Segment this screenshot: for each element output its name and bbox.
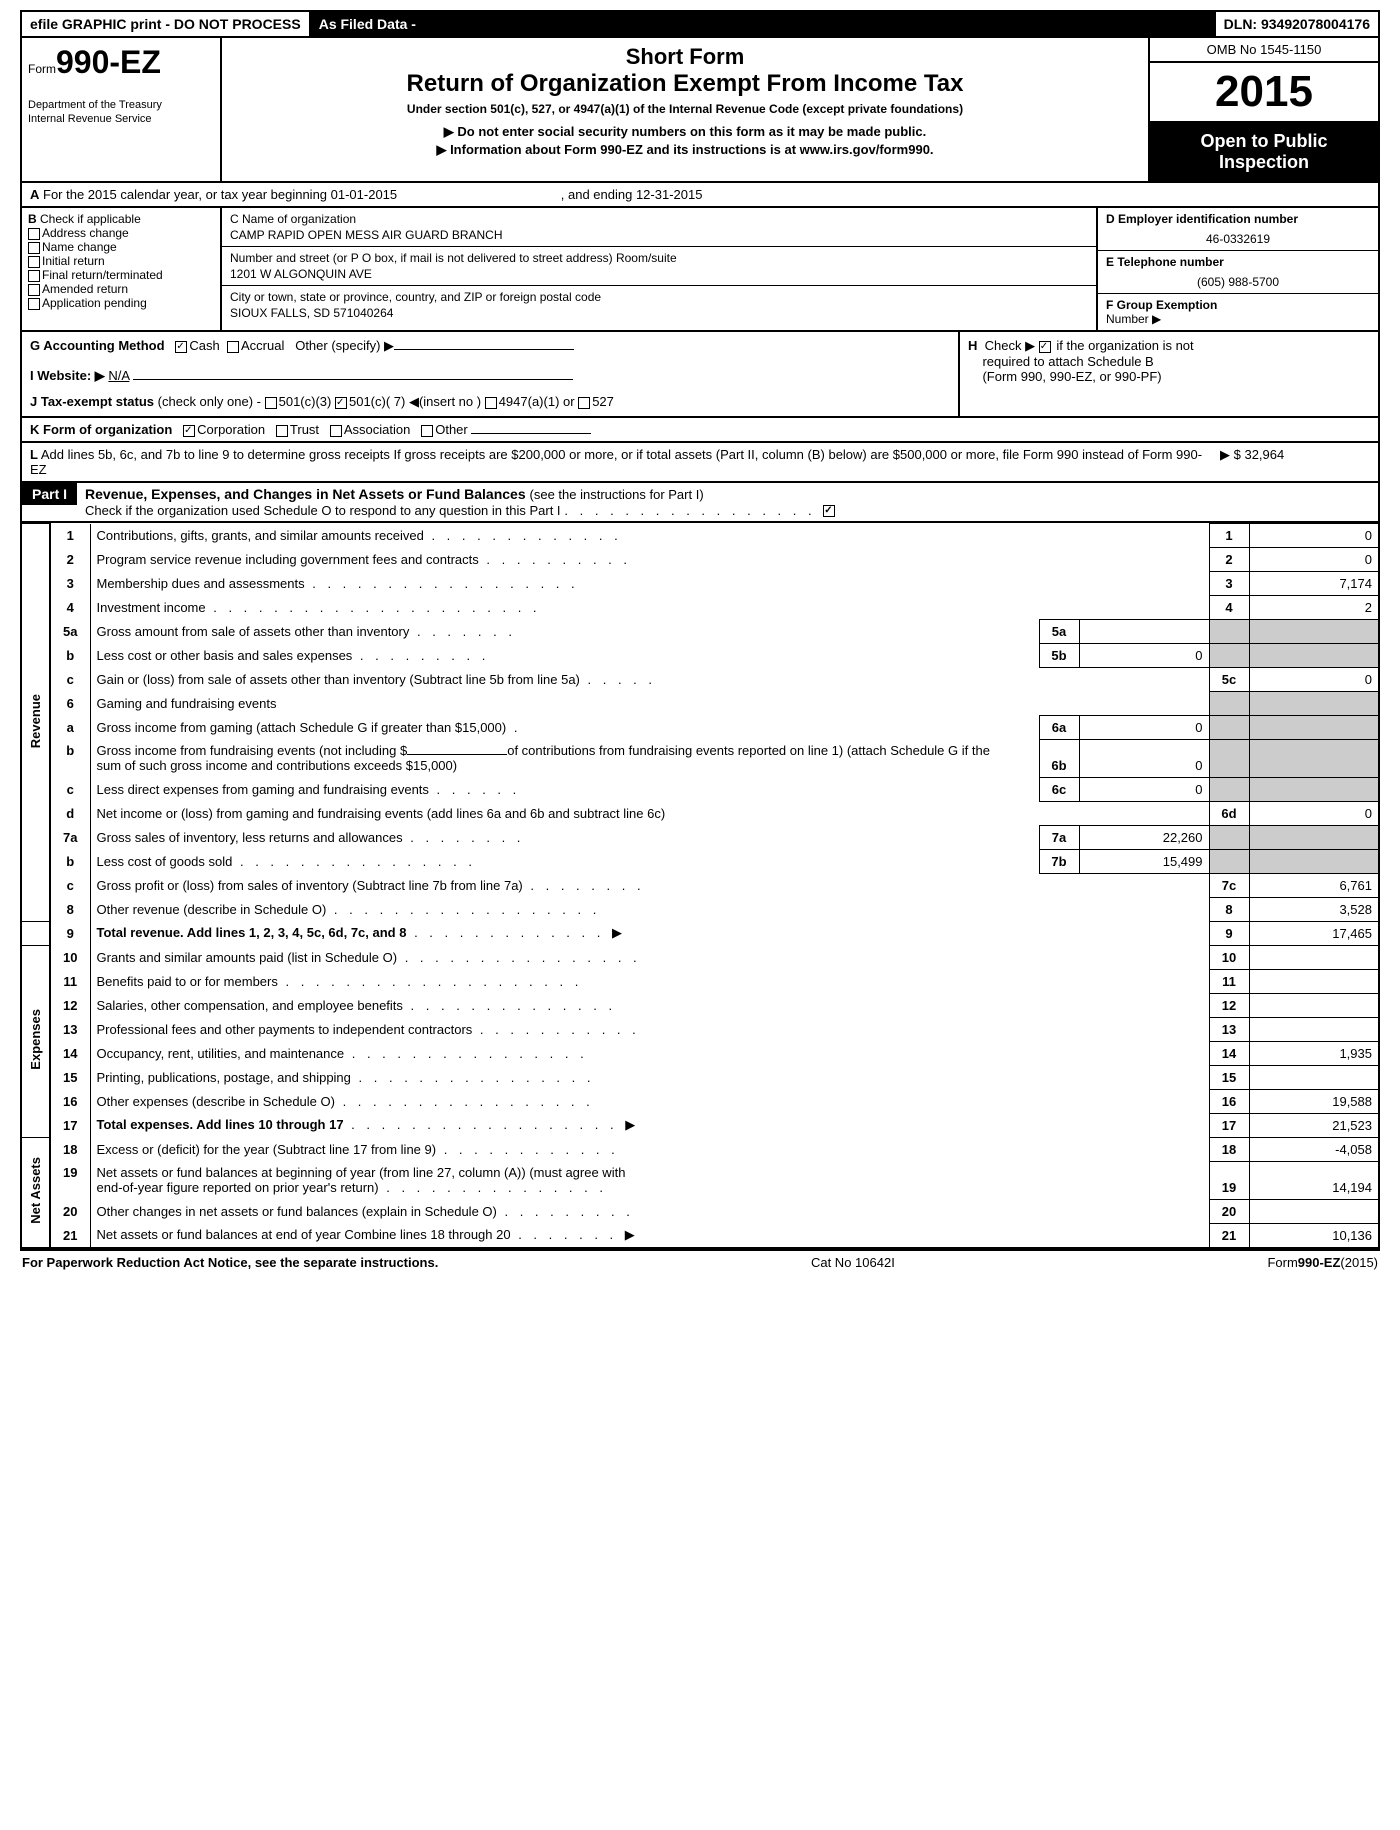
- line-10-value: [1249, 945, 1379, 969]
- line-5b-value: 0: [1079, 644, 1209, 668]
- chk-other-org[interactable]: [421, 425, 433, 437]
- omb-number: OMB No 1545-1150: [1150, 38, 1378, 63]
- line-6d-value: 0: [1249, 801, 1379, 825]
- chk-schedule-b[interactable]: [1039, 341, 1051, 353]
- spacer: [426, 12, 1216, 36]
- label-group-exemption: F Group Exemption: [1106, 298, 1217, 312]
- chk-address-change[interactable]: [28, 228, 40, 240]
- label-phone: E Telephone number: [1106, 255, 1224, 269]
- dln: DLN: 93492078004176: [1216, 12, 1378, 36]
- section-l: L Add lines 5b, 6c, and 7b to line 9 to …: [20, 443, 1380, 483]
- line-15-value: [1249, 1065, 1379, 1089]
- label-city: City or town, state or province, country…: [230, 290, 601, 304]
- line-4-value: 2: [1249, 596, 1379, 620]
- chk-application-pending[interactable]: [28, 298, 40, 310]
- other-specify: [394, 349, 574, 350]
- org-city: SIOUX FALLS, SD 571040264: [230, 306, 1088, 320]
- line-7a-value: 22,260: [1079, 825, 1209, 849]
- line-19-value: 14,194: [1249, 1161, 1379, 1199]
- line-5a-value: [1079, 620, 1209, 644]
- label-website: I Website: ▶: [30, 368, 105, 383]
- side-net-assets: Net Assets: [21, 1137, 50, 1248]
- label-tax-exempt: J Tax-exempt status: [30, 394, 154, 409]
- line-1-value: 0: [1249, 524, 1379, 548]
- chk-accrual[interactable]: [227, 341, 239, 353]
- section-a: A For the 2015 calendar year, or tax yea…: [20, 183, 1380, 208]
- chk-amended[interactable]: [28, 284, 40, 296]
- line-7c-value: 6,761: [1249, 873, 1379, 897]
- line-2-value: 0: [1249, 548, 1379, 572]
- line-18-value: -4,058: [1249, 1137, 1379, 1161]
- side-expenses: Expenses: [21, 945, 50, 1137]
- line-6a-value: 0: [1079, 715, 1209, 739]
- line-5c-value: 0: [1249, 668, 1379, 692]
- footer-form: Form990-EZ(2015): [1267, 1255, 1378, 1270]
- chk-trust[interactable]: [276, 425, 288, 437]
- title-short: Short Form: [228, 44, 1142, 70]
- label-h: H: [968, 338, 977, 353]
- line-13-value: [1249, 1017, 1379, 1041]
- line-6b-value: 0: [1079, 739, 1209, 777]
- form-header: Form990-EZ Department of the Treasury In…: [20, 38, 1380, 183]
- label-ein: D Employer identification number: [1106, 212, 1298, 226]
- section-b: B Check if applicable Address change Nam…: [22, 208, 222, 330]
- instruction-2: ▶ Information about Form 990-EZ and its …: [228, 142, 1142, 158]
- open-to-public: Open to Public Inspection: [1150, 123, 1378, 181]
- line-17-value: 21,523: [1249, 1113, 1379, 1137]
- title-main: Return of Organization Exempt From Incom…: [228, 70, 1142, 98]
- chk-501c[interactable]: [335, 397, 347, 409]
- chk-corporation[interactable]: [183, 425, 195, 437]
- line-3-value: 7,174: [1249, 572, 1379, 596]
- info-grid: B Check if applicable Address change Nam…: [20, 208, 1380, 332]
- efile-notice: efile GRAPHIC print - DO NOT PROCESS: [22, 12, 311, 36]
- chk-final-return[interactable]: [28, 270, 40, 282]
- line-11-value: [1249, 969, 1379, 993]
- chk-527[interactable]: [578, 397, 590, 409]
- dept-treasury: Department of the Treasury: [28, 99, 214, 111]
- tax-year: 2015: [1150, 63, 1378, 123]
- chk-cash[interactable]: [175, 341, 187, 353]
- part-1-header: Part I Revenue, Expenses, and Changes in…: [20, 483, 1380, 523]
- line-9-value: 17,465: [1249, 921, 1379, 945]
- chk-name-change[interactable]: [28, 242, 40, 254]
- dept-irs: Internal Revenue Service: [28, 113, 214, 125]
- label-street: Number and street (or P O box, if mail i…: [230, 251, 677, 265]
- website: N/A: [108, 368, 129, 383]
- line-12-value: [1249, 993, 1379, 1017]
- subtitle: Under section 501(c), 527, or 4947(a)(1)…: [228, 102, 1142, 116]
- label-accounting: G Accounting Method: [30, 338, 165, 353]
- page-footer: For Paperwork Reduction Act Notice, see …: [20, 1249, 1380, 1274]
- org-name: CAMP RAPID OPEN MESS AIR GUARD BRANCH: [230, 228, 1088, 242]
- chk-schedule-o-part1[interactable]: [823, 505, 835, 517]
- instruction-1: ▶ Do not enter social security numbers o…: [228, 124, 1142, 140]
- ein: 46-0332619: [1106, 232, 1370, 246]
- form-number: Form990-EZ: [28, 44, 214, 81]
- line-14-value: 1,935: [1249, 1041, 1379, 1065]
- line-20-value: [1249, 1199, 1379, 1223]
- label-org-name: C Name of organization: [230, 212, 356, 226]
- line-21-value: 10,136: [1249, 1223, 1379, 1248]
- chk-501c3[interactable]: [265, 397, 277, 409]
- footer-notice: For Paperwork Reduction Act Notice, see …: [22, 1255, 438, 1270]
- line-7b-value: 15,499: [1079, 849, 1209, 873]
- part-1-table: Revenue 1 Contributions, gifts, grants, …: [20, 523, 1380, 1249]
- line-16-value: 19,588: [1249, 1089, 1379, 1113]
- org-street: 1201 W ALGONQUIN AVE: [230, 267, 1088, 281]
- side-revenue: Revenue: [21, 524, 50, 922]
- top-bar: efile GRAPHIC print - DO NOT PROCESS As …: [20, 10, 1380, 38]
- chk-association[interactable]: [330, 425, 342, 437]
- footer-cat: Cat No 10642I: [811, 1255, 895, 1270]
- section-gh: G Accounting Method Cash Accrual Other (…: [20, 332, 1380, 418]
- section-d: D Employer identification number 46-0332…: [1098, 208, 1378, 330]
- phone: (605) 988-5700: [1106, 275, 1370, 289]
- chk-4947[interactable]: [485, 397, 497, 409]
- gross-receipts: $ 32,964: [1234, 447, 1285, 462]
- as-filed: As Filed Data -: [311, 12, 426, 36]
- line-8-value: 3,528: [1249, 897, 1379, 921]
- section-c: C Name of organization CAMP RAPID OPEN M…: [222, 208, 1098, 330]
- line-6c-value: 0: [1079, 777, 1209, 801]
- section-k: K Form of organization Corporation Trust…: [20, 418, 1380, 443]
- chk-initial-return[interactable]: [28, 256, 40, 268]
